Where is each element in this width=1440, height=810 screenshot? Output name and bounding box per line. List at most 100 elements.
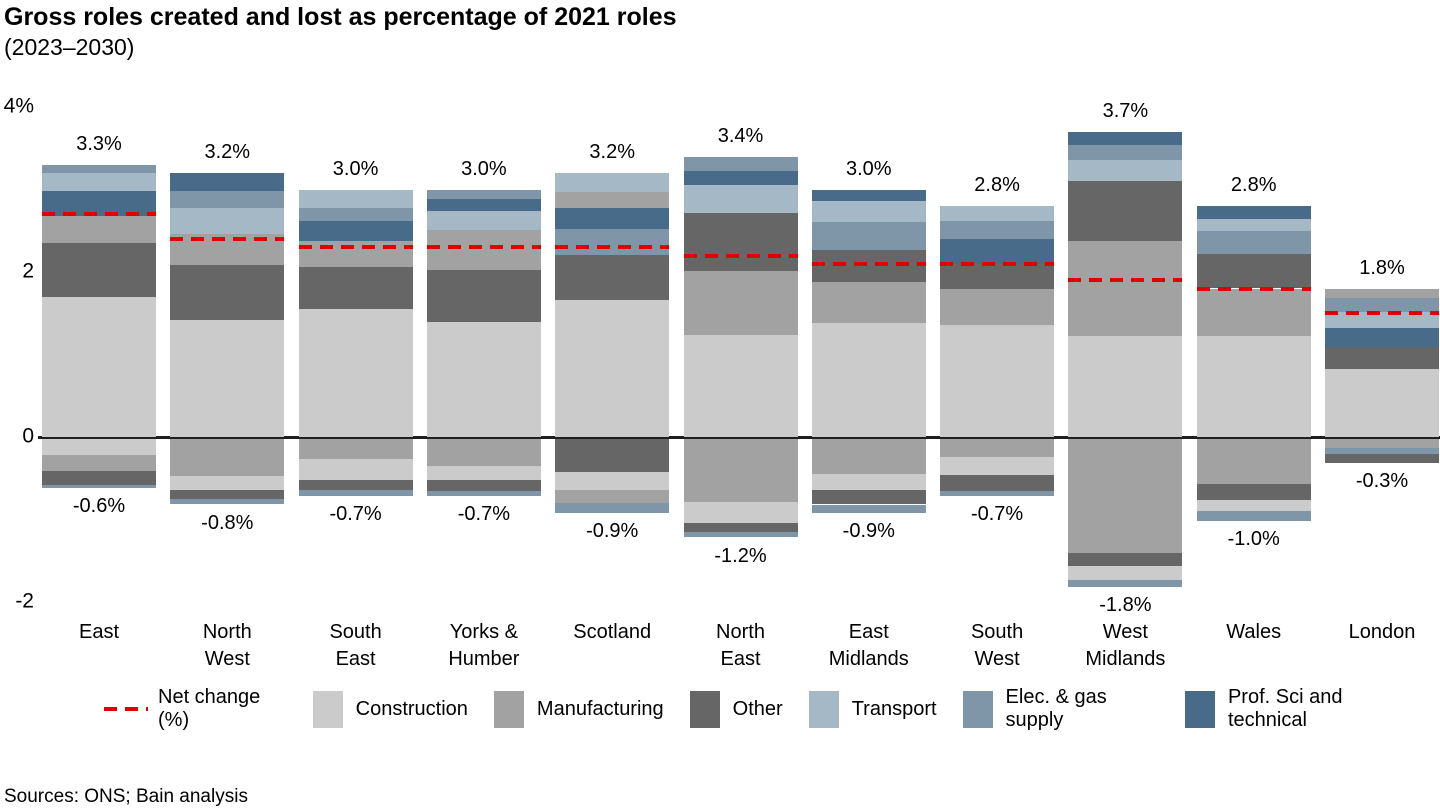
segment-transport-created [42, 173, 156, 192]
legend-swatch-manufacturing [493, 690, 524, 728]
segment-profsci-created [42, 191, 156, 216]
segment-other-created [940, 263, 1055, 290]
segment-transport-created [426, 210, 541, 230]
total-created-label: 3.2% [204, 141, 251, 163]
total-lost-label: -0.7% [329, 503, 382, 526]
bar-column-east-midlands: 3.0% -0.9% [811, 107, 926, 602]
segment-other-lost [1196, 483, 1311, 501]
segment-elec-created [940, 220, 1055, 239]
segment-elec-created [811, 221, 926, 250]
bar-column-scotland: 3.2% -0.9% [555, 107, 670, 602]
segment-construction-lost [1068, 565, 1183, 581]
segment-construction-lost [683, 502, 798, 524]
legend-label: Elec. & gas supply [1005, 686, 1107, 731]
segment-manufacturing-lost [811, 438, 926, 474]
segment-elec-lost [42, 484, 156, 488]
segment-manufacturing-created [426, 229, 541, 270]
legend-swatch-profsci [1184, 690, 1215, 728]
legend-swatch-other [689, 690, 720, 728]
chart-header: Gross roles created and lost as percenta… [4, 2, 677, 63]
segment-manufacturing-created [940, 289, 1055, 325]
segment-manufacturing-created [298, 240, 413, 268]
segment-manufacturing-lost [555, 489, 670, 503]
segment-construction-lost [298, 459, 413, 480]
legend-swatch-elec [962, 690, 993, 728]
legend-label: Manufacturing [536, 697, 664, 720]
segment-other-created [170, 265, 285, 320]
bar-column-east: 3.3% -0.6% [42, 107, 156, 602]
segment-other-created [1196, 253, 1311, 289]
total-created-label: 3.0% [332, 157, 379, 180]
segment-construction-created [298, 309, 413, 437]
segment-manufacturing-created [1196, 288, 1311, 337]
segment-elec-lost [811, 504, 926, 513]
segment-construction-lost [1196, 500, 1311, 512]
segment-manufacturing-lost [683, 438, 798, 503]
segment-other-created [1325, 347, 1439, 370]
segment-elec-created [1068, 144, 1183, 160]
net-change-line [1196, 286, 1311, 291]
total-lost-label: -0.3% [1355, 470, 1409, 493]
segment-elec-created [42, 164, 156, 173]
segment-other-created [42, 243, 156, 297]
segment-other-created [298, 267, 413, 310]
total-created-label: 3.2% [589, 141, 635, 163]
segment-manufacturing-created [1068, 241, 1183, 337]
legend: Net change (%) Construction Manufacturing O… [104, 686, 1440, 732]
segment-profsci-created [170, 173, 285, 192]
segment-construction-created [683, 334, 798, 437]
segment-elec-lost [1325, 447, 1439, 455]
segment-elec-lost [170, 498, 285, 505]
bar-column-west-midlands: 3.7% -1.8% [1068, 100, 1183, 616]
legend-item-other: Other [689, 690, 783, 728]
legend-swatch-transport [808, 690, 839, 728]
legend-label: Net change (%) [158, 686, 261, 731]
y-axis-tick-2: 2 [22, 259, 34, 283]
plot-area: 4% 2 0 -2 3.3% -0.6% East 3.2% -0.8% North West 3.… [0, 95, 1440, 670]
legend-label: Other [732, 697, 783, 720]
net-change-line [426, 245, 541, 250]
segment-other-lost [1325, 454, 1439, 464]
segment-elec-lost [555, 502, 670, 513]
segment-profsci-created [940, 239, 1055, 264]
segment-elec-created [426, 189, 541, 200]
segment-construction-created [940, 324, 1055, 437]
segment-other-lost [426, 479, 541, 492]
y-axis-tick-2: -2 [15, 589, 34, 613]
net-change-line [1068, 278, 1183, 283]
bar-column-wales: 2.8% -1.0% [1196, 107, 1311, 602]
legend-label: Prof. Sci and technical [1227, 686, 1343, 731]
segment-profsci-created [298, 220, 413, 241]
legend-item-transport: Transport [808, 690, 937, 728]
legend-item-construction: Construction [312, 690, 468, 728]
segment-elec-lost [1068, 580, 1183, 587]
segment-manufacturing-created [42, 215, 156, 244]
segment-transport-created [1325, 311, 1439, 329]
bar-column-south-east: 3.0% -0.7% [298, 107, 413, 602]
total-lost-label: -0.7% [457, 503, 511, 526]
segment-profsci-created [683, 171, 798, 185]
segment-profsci-created [1325, 328, 1439, 348]
segment-profsci-created [555, 208, 670, 230]
chart-subtitle: (2023–2030) [4, 34, 135, 61]
segment-manufacturing-lost [298, 438, 413, 460]
segment-manufacturing-lost [42, 455, 156, 471]
net-change-dash-icon [104, 707, 148, 711]
x-axis-label-south-west: South West [970, 621, 1024, 670]
segment-profsci-created [426, 199, 541, 211]
segment-construction-created [170, 319, 285, 437]
x-axis-label-west-midlands: West Midlands [1085, 621, 1166, 670]
segment-profsci-created [1196, 206, 1311, 220]
x-axis-label-north-west: North West [202, 621, 252, 670]
segment-manufacturing-created [811, 281, 926, 324]
segment-manufacturing-created [1325, 288, 1439, 298]
segment-other-lost [1068, 553, 1183, 566]
x-axis-label-east: East [78, 621, 120, 643]
net-change-line [42, 212, 156, 217]
segment-elec-created [555, 229, 670, 255]
segment-elec-lost [1196, 511, 1311, 521]
segment-manufacturing-lost [1196, 438, 1311, 484]
segment-transport-created [940, 206, 1055, 221]
segment-other-lost [298, 479, 413, 491]
chart-title: Gross roles created and lost as percenta… [4, 3, 677, 31]
